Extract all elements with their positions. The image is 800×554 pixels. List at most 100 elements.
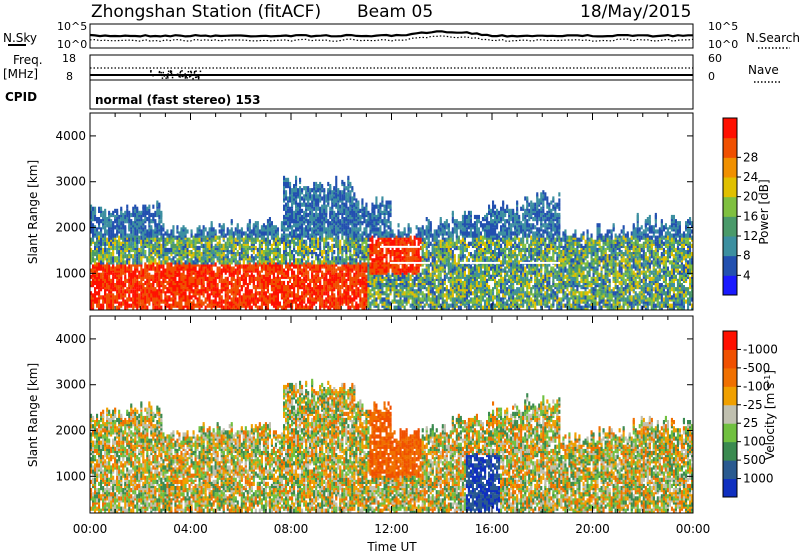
heat-cell (397, 254, 400, 259)
heat-cell (124, 289, 127, 294)
heat-cell (224, 276, 227, 281)
heat-cell (299, 208, 302, 213)
heat-cell (341, 200, 344, 205)
heat-cell (180, 227, 183, 232)
heat-cell (293, 258, 296, 263)
heat-cell (395, 235, 398, 240)
heat-cell (287, 208, 290, 213)
heat-cell (130, 219, 133, 224)
heat-cell (114, 299, 117, 304)
heat-cell (371, 206, 374, 211)
heat-cell (248, 245, 251, 251)
heat-cell (114, 256, 117, 261)
heat-cell (357, 262, 360, 267)
heat-cell (150, 233, 153, 238)
heat-cell (148, 272, 151, 277)
heat-cell (407, 252, 410, 257)
heat-cell (385, 287, 388, 292)
heat-cell (319, 184, 322, 189)
heat-cell (180, 250, 183, 255)
nave-point (188, 76, 191, 78)
heat-cell (250, 264, 253, 269)
heat-cell (212, 245, 215, 251)
heat-cell (206, 258, 209, 263)
heat-cell (331, 297, 334, 302)
heat-cell (270, 258, 273, 263)
heat-cell (333, 256, 336, 261)
heat-cell (313, 202, 316, 207)
heat-cell (116, 264, 119, 269)
heat-cell (112, 231, 115, 236)
heat-cell (323, 285, 326, 290)
heat-cell (164, 291, 167, 296)
heat-cell (276, 247, 279, 253)
heat-cell (126, 219, 129, 224)
heat-cell (329, 221, 332, 226)
heat-cell (214, 254, 217, 259)
heat-cell (212, 270, 215, 275)
nave-point (174, 74, 177, 76)
heat-cell (154, 241, 157, 246)
heat-cell (218, 250, 221, 255)
heat-cell (110, 235, 113, 240)
heat-cell (190, 254, 193, 259)
heat-cell (118, 264, 121, 269)
heat-cell (387, 293, 390, 298)
heat-cell (124, 210, 127, 215)
heat-cell (337, 227, 340, 232)
heat-cell (212, 250, 215, 255)
heat-cell (285, 295, 288, 300)
heat-cell (180, 272, 183, 277)
heat-cell (365, 235, 368, 240)
heat-cell (293, 235, 296, 240)
heat-cell (148, 280, 151, 286)
heat-cell (222, 231, 225, 236)
heat-cell (347, 235, 350, 240)
heat-cell (391, 272, 394, 277)
heat-cell (172, 256, 175, 261)
heat-cell (389, 305, 392, 310)
heat-cell (230, 276, 233, 281)
heat-cell (136, 293, 139, 298)
heat-cell (154, 272, 157, 277)
heat-cell (126, 235, 129, 240)
heat-cell (150, 219, 153, 224)
heat-cell (196, 227, 199, 232)
heat-cell (194, 303, 197, 308)
heat-cell (174, 243, 177, 248)
heat-cell (299, 250, 302, 255)
heat-cell (260, 301, 263, 306)
heat-cell (383, 204, 386, 209)
heat-cell (206, 303, 209, 308)
heat-cell (180, 266, 183, 271)
heat-cell (323, 299, 326, 304)
heat-cell (118, 214, 121, 220)
heat-cell (399, 285, 402, 290)
heat-cell (202, 243, 205, 248)
heat-cell (166, 295, 169, 300)
heat-cell (339, 250, 342, 255)
heat-cell (210, 285, 213, 290)
heat-cell (393, 235, 396, 240)
heat-cell (311, 227, 314, 232)
heat-cell (347, 186, 350, 191)
heat-cell (126, 287, 129, 292)
heat-cell (347, 256, 350, 261)
heat-cell (120, 241, 123, 246)
heat-cell (142, 219, 145, 224)
heat-cell (170, 291, 173, 296)
heat-cell (242, 293, 245, 298)
heat-cell (196, 270, 199, 275)
heat-cell (188, 285, 191, 290)
heat-cell (140, 210, 143, 215)
heat-cell (200, 299, 203, 304)
heat-cell (359, 225, 362, 230)
heat-cell (254, 233, 257, 238)
heat-cell (200, 256, 203, 261)
heat-cell (250, 229, 253, 234)
heat-cell (337, 266, 340, 271)
heat-cell (210, 291, 213, 296)
heat-cell (371, 262, 374, 267)
heat-cell (270, 243, 273, 248)
heat-cell (327, 235, 330, 240)
